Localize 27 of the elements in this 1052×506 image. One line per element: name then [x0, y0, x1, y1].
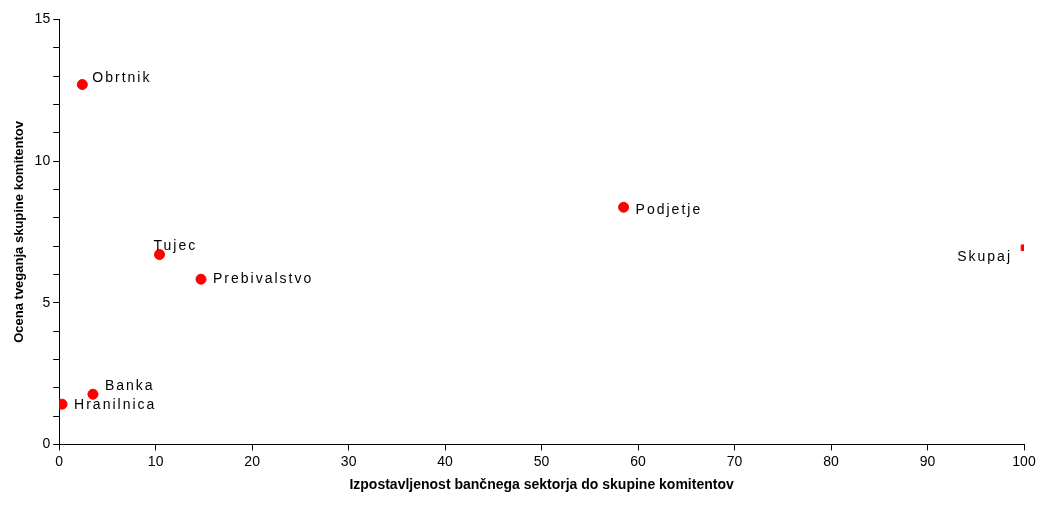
annotation: Prebivalstvo: [213, 270, 314, 287]
point: [76, 79, 88, 91]
annotation: Podjetje: [635, 201, 703, 218]
x-tick-label: 60: [630, 452, 647, 469]
x-tick-label: 30: [340, 452, 357, 469]
annotation: Banka: [104, 377, 155, 394]
x-tick-label: 70: [726, 452, 743, 469]
y-tick-label: 5: [42, 293, 51, 310]
x-tick-label: 20: [244, 452, 261, 469]
point: [618, 201, 630, 213]
annotation: Hranilnica: [74, 396, 157, 413]
y-tick-label: 15: [34, 10, 51, 27]
y-tick-label: 10: [34, 151, 51, 168]
annotation: Obrtnik: [92, 69, 152, 86]
x-tick-label: 80: [823, 452, 840, 469]
annotation: Skupaj: [957, 247, 1012, 264]
x-tick-label: 100: [1012, 452, 1036, 469]
y-tick-label: 0: [42, 435, 51, 452]
x-tick-label: 40: [437, 452, 454, 469]
x-tick-label: 50: [533, 452, 550, 469]
annotation: Tujec: [153, 237, 198, 254]
x-tick-label: 90: [919, 452, 936, 469]
x-tick-label: 10: [147, 452, 164, 469]
x-tick-label: 0: [55, 452, 64, 469]
point: [195, 273, 207, 285]
x-axis-title: Izpostavljenost bančnega sektorja do skupine komitentov: [349, 476, 734, 493]
y-axis-title: Ocena tveganja skupine komitentov: [11, 120, 27, 343]
